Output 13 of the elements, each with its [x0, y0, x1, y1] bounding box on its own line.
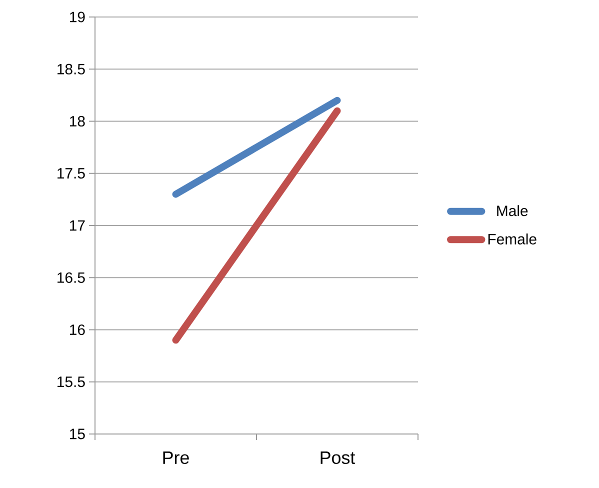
y-tick-label: 16.5 — [58, 272, 85, 283]
y-tick-label: 17 — [70, 220, 85, 231]
y-tick-label: 18.5 — [58, 64, 85, 74]
x-tick-label: Pre — [163, 452, 189, 464]
y-tick-label: 15.5 — [58, 376, 85, 388]
y-tick-label: 18 — [70, 116, 85, 127]
y-tick-label: 16 — [70, 324, 85, 336]
y-tick-label: 17.5 — [58, 168, 85, 179]
legend-label: Male — [497, 205, 528, 216]
y-tick-label: 19 — [70, 12, 85, 22]
legend-label: Female — [488, 233, 536, 244]
y-tick-label: 15 — [70, 428, 85, 440]
x-tick-label: Post — [320, 452, 356, 464]
